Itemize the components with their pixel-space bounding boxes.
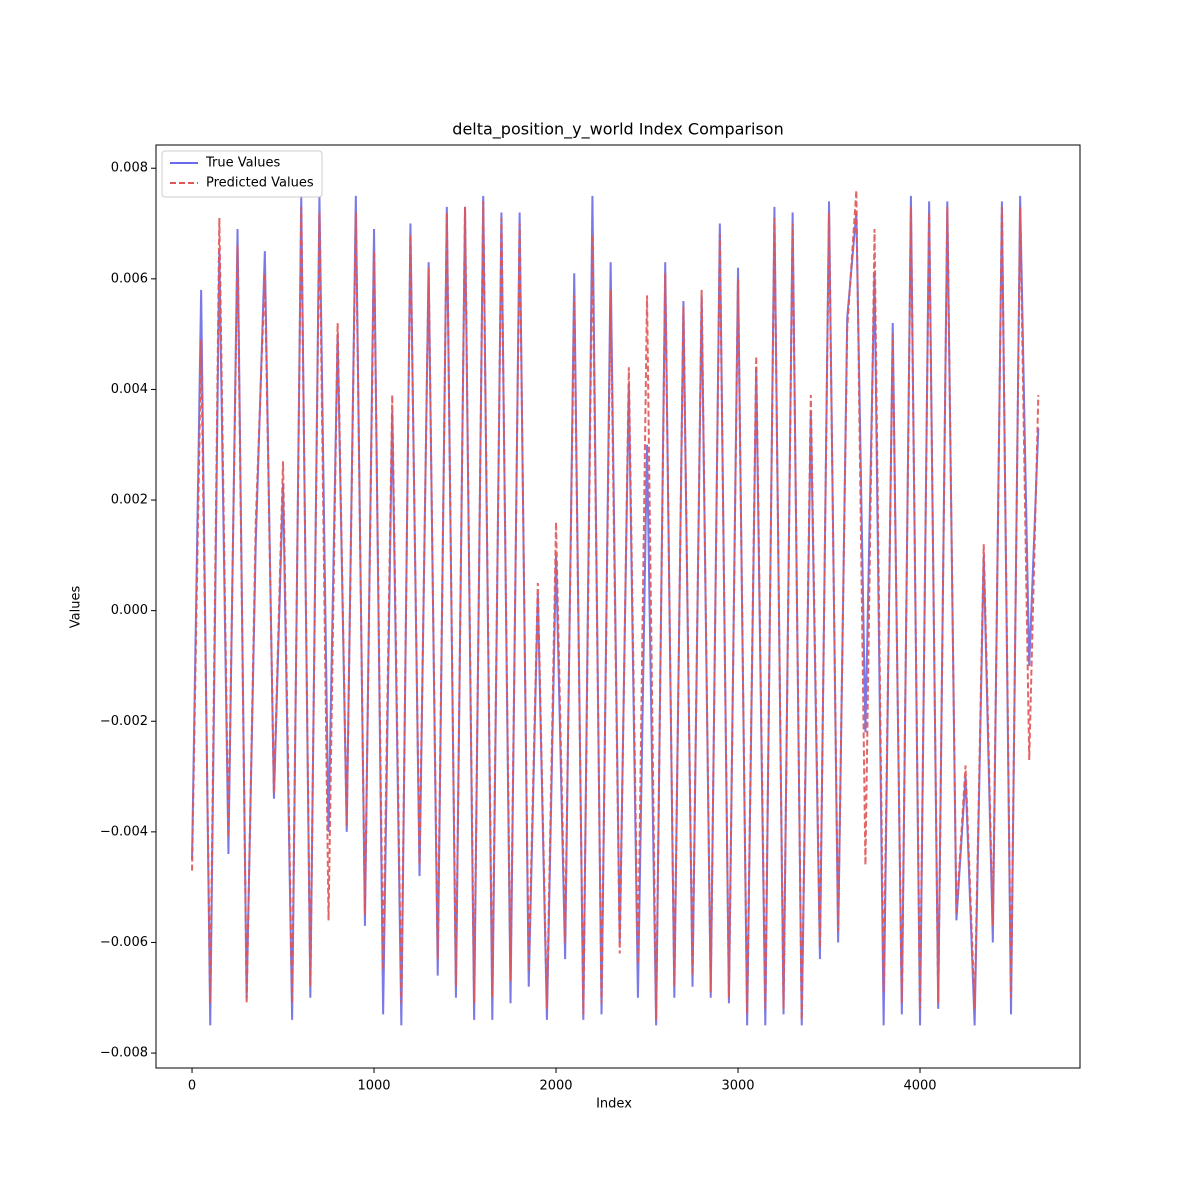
y-tick-label: 0.006 — [111, 271, 148, 286]
y-tick-label: 0.008 — [111, 161, 148, 176]
y-tick-label: −0.004 — [100, 824, 148, 839]
legend-label: True Values — [205, 156, 280, 171]
legend-label: Predicted Values — [206, 176, 314, 191]
x-tick-label: 3000 — [721, 1079, 754, 1094]
series-line — [191, 190, 1040, 1020]
y-tick-label: −0.008 — [100, 1046, 148, 1061]
y-tick-label: 0.002 — [111, 493, 148, 508]
x-tick-label: 4000 — [903, 1079, 936, 1094]
y-tick-label: 0.000 — [111, 603, 148, 618]
y-tick-label: −0.002 — [100, 714, 148, 729]
x-axis-label: Index — [596, 1097, 632, 1112]
y-tick-label: 0.004 — [111, 382, 148, 397]
y-tick-label: −0.006 — [100, 935, 148, 950]
x-tick-label: 2000 — [539, 1079, 572, 1094]
legend-box — [161, 150, 323, 198]
plot-frame — [155, 144, 1081, 1069]
x-tick-label: 0 — [188, 1079, 196, 1094]
chart-title: delta_position_y_world Index Comparison — [452, 120, 783, 140]
y-axis-label: Values — [69, 586, 84, 629]
x-tick-label: 1000 — [357, 1079, 390, 1094]
